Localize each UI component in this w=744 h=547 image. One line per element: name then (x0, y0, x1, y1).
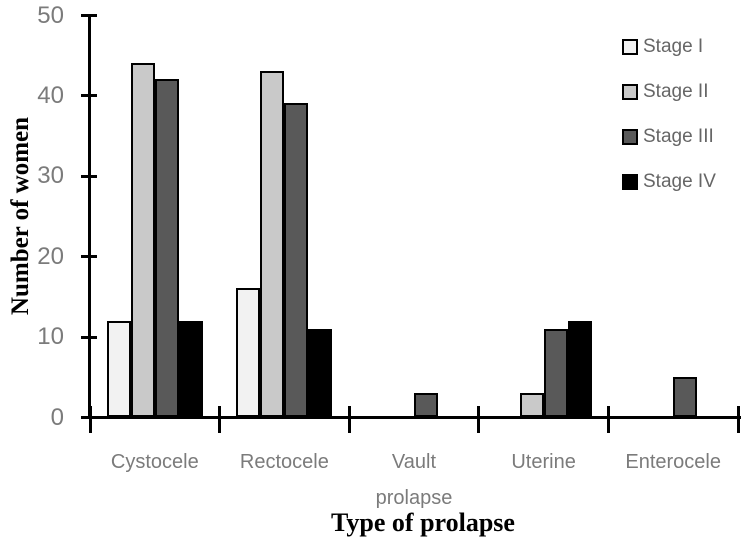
y-tick-10 (81, 335, 97, 339)
bar-stage-iii-cystocele (154, 79, 179, 417)
bar-stage-ii-rectocele (260, 71, 285, 417)
bar-stage-iv-uterine (567, 321, 592, 417)
bar-stage-iii-enterocele (673, 377, 698, 417)
legend-label-stage-iii: Stage III (643, 126, 714, 147)
y-tick-20 (81, 255, 97, 259)
y-tick-label-50: 50 (37, 1, 64, 29)
bar-stage-iv-cystocele (178, 321, 203, 417)
y-tick-label-0: 0 (50, 403, 64, 431)
y-tick-30 (81, 174, 97, 178)
y-tick-label-30: 30 (37, 162, 64, 190)
x-tick-0 (88, 406, 92, 433)
bar-stage-ii-uterine (519, 393, 544, 417)
x-tick-5 (736, 406, 740, 433)
bar-stage-i-cystocele (106, 321, 131, 417)
x-category-label-enterocele: Enterocele (625, 451, 721, 473)
x-axis-line (87, 416, 741, 419)
x-tick-3 (477, 406, 481, 433)
x-tick-2 (347, 406, 351, 433)
bar-stage-iii-rectocele (284, 103, 309, 417)
bar-stage-iii-uterine (543, 329, 568, 417)
legend-swatch-stage-i (622, 39, 638, 55)
legend-item-stage-iv: Stage IV (622, 172, 716, 192)
y-tick-40 (81, 94, 97, 98)
legend-item-stage-ii: Stage II (622, 82, 709, 102)
x-category-label-vault-prolapse: Vault prolapse (375, 451, 453, 509)
legend-item-stage-i: Stage I (622, 37, 703, 57)
y-axis-line (88, 14, 91, 419)
x-category-label-rectocele: Rectocele (239, 451, 329, 473)
legend-label-stage-ii: Stage II (643, 81, 709, 102)
legend-item-stage-iii: Stage III (622, 127, 714, 147)
y-tick-label-40: 40 (37, 81, 64, 109)
bar-stage-iv-rectocele (308, 329, 333, 417)
legend-label-stage-iv: Stage IV (643, 171, 716, 192)
bar-stage-ii-cystocele (130, 63, 155, 417)
y-axis-title: Number of women (7, 116, 34, 316)
x-tick-4 (606, 406, 610, 433)
bar-stage-iii-vault-prolapse (414, 393, 438, 417)
x-category-label-cystocele: Cystocele (110, 451, 199, 473)
x-axis-title: Type of prolapse (331, 508, 515, 537)
y-tick-label-20: 20 (37, 242, 64, 270)
bar-stage-i-rectocele (236, 288, 261, 417)
legend-swatch-stage-ii (622, 84, 638, 100)
legend-label-stage-i: Stage I (643, 36, 704, 57)
legend-swatch-stage-iii (622, 129, 638, 145)
y-tick-50 (81, 14, 97, 17)
x-category-label-uterine: Uterine (511, 451, 576, 473)
y-tick-label-10: 10 (37, 323, 64, 351)
legend-swatch-stage-iv (622, 174, 638, 190)
x-tick-1 (218, 406, 222, 433)
